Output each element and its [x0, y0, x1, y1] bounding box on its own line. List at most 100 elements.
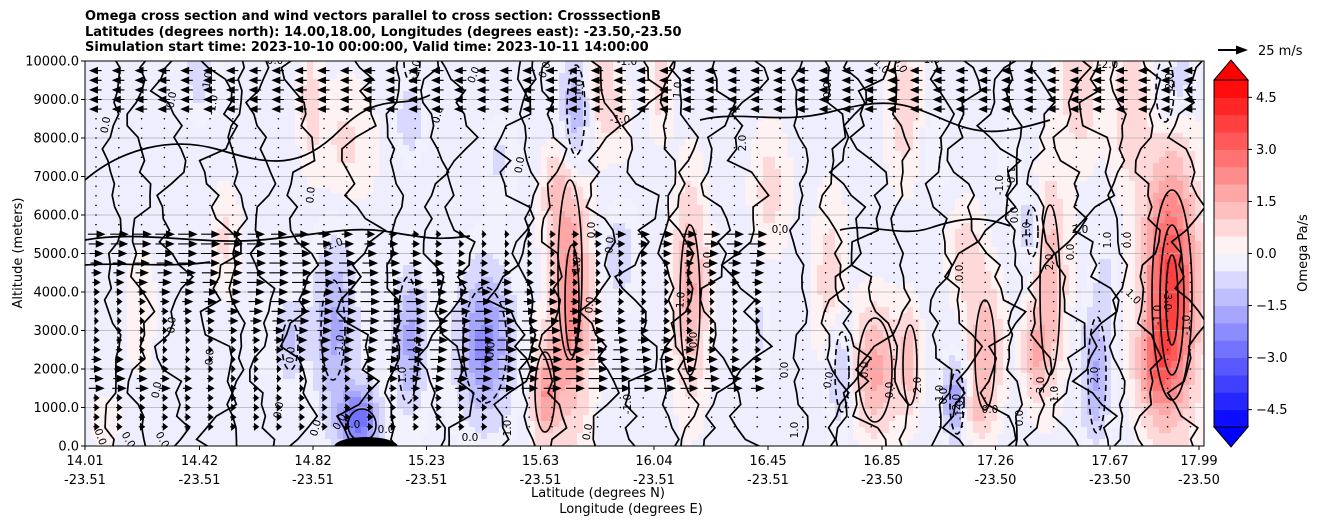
shading-cell — [1003, 133, 1010, 140]
shading-cell — [493, 235, 500, 242]
shading-cell — [997, 313, 1004, 320]
shading-cell — [487, 379, 494, 386]
shading-cell — [895, 61, 902, 68]
shading-cell — [325, 355, 332, 362]
shading-cell — [991, 439, 998, 446]
shading-cell — [679, 277, 686, 284]
shading-cell — [421, 91, 428, 98]
shading-cell — [349, 97, 356, 104]
shading-cell — [283, 283, 290, 290]
shading-cell — [511, 127, 518, 134]
shading-cell — [475, 427, 482, 434]
shading-cell — [397, 379, 404, 386]
shading-cell — [679, 415, 686, 422]
shading-cell — [337, 271, 344, 278]
shading-cell — [943, 175, 950, 182]
shading-cell — [349, 181, 356, 188]
shading-cell — [991, 265, 998, 272]
shading-cell — [691, 373, 698, 380]
shading-cell — [331, 421, 338, 428]
shading-cell — [373, 433, 380, 440]
shading-cell — [751, 361, 758, 368]
shading-cell — [1051, 91, 1058, 98]
shading-cell — [571, 211, 578, 218]
shading-cell — [871, 409, 878, 416]
shading-cell — [319, 139, 326, 146]
shading-cell — [493, 307, 500, 314]
shading-cell — [493, 295, 500, 302]
shading-cell — [655, 85, 662, 92]
shading-cell — [1063, 337, 1070, 344]
shading-cell — [1015, 205, 1022, 212]
shading-cell — [277, 331, 284, 338]
shading-cell — [763, 163, 770, 170]
shading-cell — [361, 133, 368, 140]
shading-cell — [757, 157, 764, 164]
shading-cell — [337, 379, 344, 386]
shading-cell — [541, 277, 548, 284]
shading-cell — [589, 307, 596, 314]
shading-cell — [487, 439, 494, 446]
shading-cell — [1063, 319, 1070, 326]
shading-cell — [823, 175, 830, 182]
shading-cell — [475, 301, 482, 308]
shading-cell — [685, 187, 692, 194]
shading-cell — [337, 247, 344, 254]
shading-cell — [1027, 253, 1034, 260]
shading-cell — [673, 319, 680, 326]
shading-cell — [559, 367, 566, 374]
shading-cell — [511, 361, 518, 368]
shading-cell — [631, 265, 638, 272]
shading-cell — [349, 187, 356, 194]
shading-cell — [1051, 265, 1058, 272]
shading-cell — [1039, 295, 1046, 302]
shading-cell — [307, 253, 314, 260]
shading-cell — [703, 205, 710, 212]
shading-cell — [475, 349, 482, 356]
shading-cell — [883, 85, 890, 92]
shading-cell — [499, 313, 506, 320]
shading-cell — [355, 259, 362, 266]
shading-cell — [403, 277, 410, 284]
shading-cell — [973, 367, 980, 374]
shading-cell — [979, 313, 986, 320]
shading-cell — [883, 361, 890, 368]
shading-cell — [1045, 187, 1052, 194]
shading-cell — [565, 133, 572, 140]
shading-cell — [703, 343, 710, 350]
shading-cell — [295, 79, 302, 86]
shading-cell — [409, 259, 416, 266]
shading-cell — [565, 199, 572, 206]
shading-cell — [841, 367, 848, 374]
shading-cell — [883, 115, 890, 122]
shading-cell — [511, 367, 518, 374]
shading-cell — [973, 283, 980, 290]
shading-cell — [1015, 145, 1022, 152]
shading-cell — [691, 151, 698, 158]
shading-cell — [781, 157, 788, 164]
shading-cell — [763, 307, 770, 314]
shading-cell — [829, 205, 836, 212]
shading-cell — [949, 349, 956, 356]
shading-cell — [409, 163, 416, 170]
shading-cell — [493, 409, 500, 416]
shading-cell — [313, 355, 320, 362]
shading-cell — [703, 319, 710, 326]
shading-cell — [1039, 253, 1046, 260]
shading-cell — [295, 103, 302, 110]
shading-cell — [139, 301, 146, 308]
shading-cell — [553, 115, 560, 122]
shading-cell — [487, 151, 494, 158]
shading-cell — [445, 301, 452, 308]
shading-cell — [757, 331, 764, 338]
shading-cell — [1027, 277, 1034, 284]
shading-cell — [577, 379, 584, 386]
shading-cell — [289, 325, 296, 332]
shading-cell — [853, 385, 860, 392]
shading-cell — [349, 247, 356, 254]
shading-cell — [1009, 133, 1016, 140]
shading-cell — [211, 205, 218, 212]
shading-cell — [895, 415, 902, 422]
shading-cell — [499, 115, 506, 122]
shading-cell — [1009, 181, 1016, 188]
